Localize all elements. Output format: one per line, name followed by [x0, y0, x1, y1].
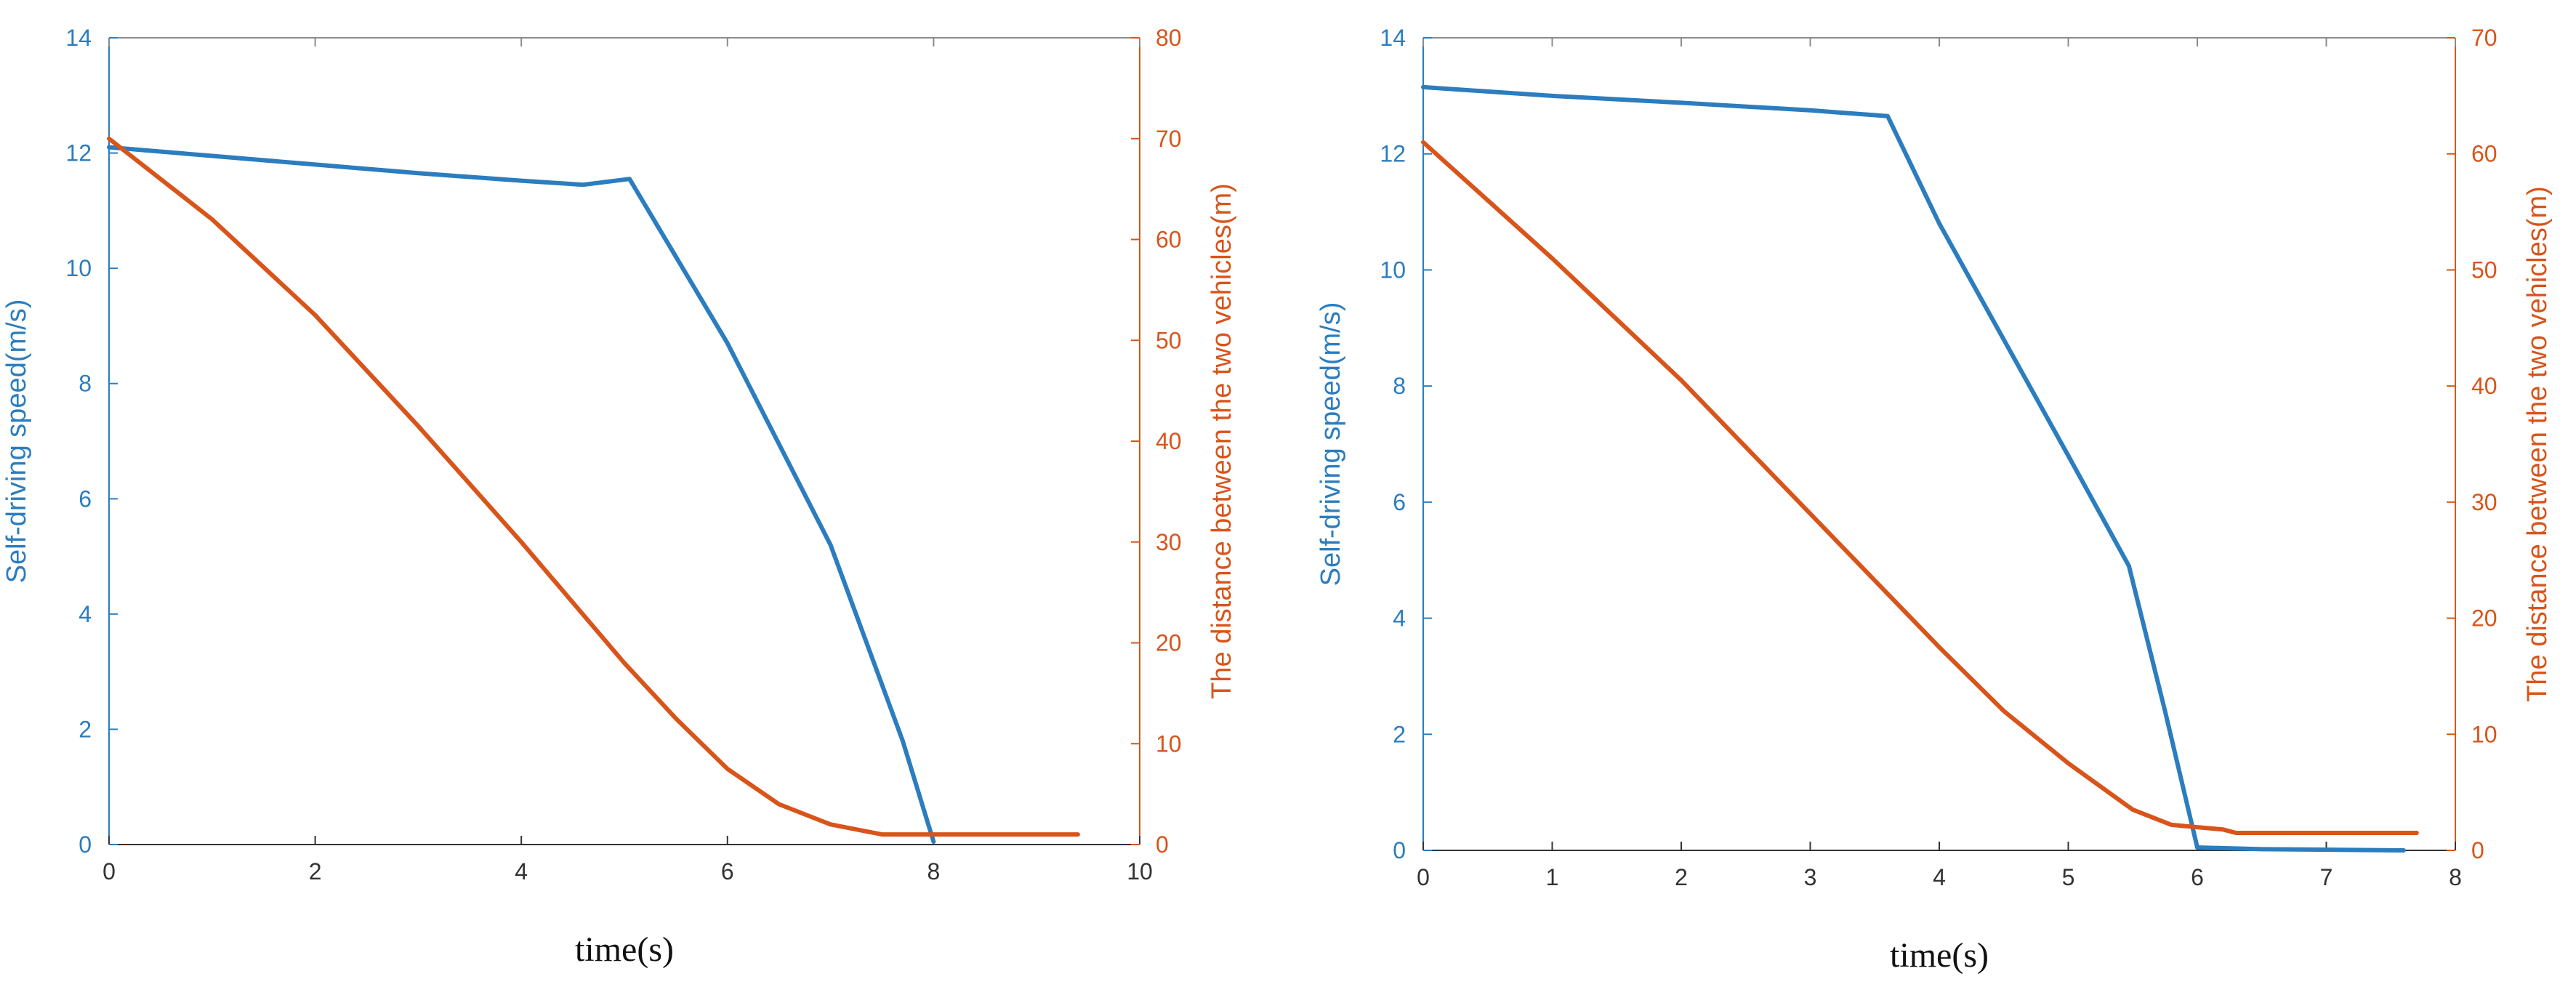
y-left-tick-label: 0 — [1393, 837, 1406, 863]
y-left-tick-label: 2 — [1393, 721, 1406, 747]
y-right-tick-label: 20 — [1156, 630, 1182, 656]
y-right-tick-label: 40 — [1156, 428, 1182, 454]
x-axis-title: time(s) — [1890, 936, 1989, 975]
y-right-tick-label: 30 — [2471, 489, 2497, 515]
x-tick-label: 0 — [102, 858, 116, 885]
y-left-tick-label: 8 — [1393, 373, 1406, 399]
y-right-tick-label: 60 — [2471, 141, 2497, 167]
x-tick-label: 1 — [1546, 864, 1559, 890]
x-tick-label: 8 — [927, 858, 941, 885]
y-right-tick-label: 70 — [2471, 25, 2497, 51]
y-left-tick-label: 6 — [1393, 489, 1406, 515]
x-axis-title: time(s) — [575, 930, 674, 969]
y-left-tick-label: 12 — [1380, 141, 1406, 167]
x-tick-label: 10 — [1127, 858, 1153, 885]
y-right-tick-label: 30 — [1156, 529, 1182, 555]
y-left-tick-label: 8 — [79, 371, 92, 397]
y-right-tick-label: 70 — [1156, 126, 1182, 152]
y-right-tick-label: 50 — [2471, 257, 2497, 283]
speed-series-line — [1421, 84, 2406, 853]
x-tick-label: 2 — [1675, 864, 1688, 890]
x-tick-label: 4 — [1933, 864, 1946, 890]
x-tick-label: 3 — [1804, 864, 1817, 890]
y-right-tick-label: 0 — [2471, 837, 2484, 863]
x-tick-label: 6 — [721, 858, 734, 885]
y-left-tick-label: 2 — [79, 716, 92, 742]
y-axis-right-title: The distance between the two vehicles(m) — [2522, 186, 2553, 702]
y-right-tick-label: 40 — [2471, 373, 2497, 399]
chart-left: 0 2 4 6 8 100246810121401020304050607080Self-… — [1, 25, 1237, 969]
y-right-tick-label: 10 — [1156, 730, 1182, 757]
y-left-tick-label: 14 — [65, 25, 92, 51]
chart-right: 0 1 2 3 4 5 6 7 802468101214010203040506070Self-… — [1316, 25, 2553, 975]
x-tick-label: 0 — [1417, 864, 1430, 890]
y-axis-left-title: Self-driving speed(m/s) — [1, 299, 32, 584]
y-left-tick-label: 14 — [1380, 25, 1406, 51]
y-right-tick-label: 60 — [1156, 227, 1182, 253]
y-left-tick-label: 12 — [65, 140, 92, 166]
x-tick-label: 4 — [515, 858, 528, 885]
y-right-tick-label: 80 — [1156, 25, 1182, 51]
x-tick-label: 7 — [2320, 864, 2333, 890]
y-left-tick-label: 10 — [1380, 257, 1406, 283]
distance-series-line — [107, 136, 1080, 837]
y-right-tick-label: 50 — [1156, 327, 1182, 353]
y-right-tick-label: 0 — [1156, 831, 1169, 858]
x-tick-label: 6 — [2191, 864, 2204, 890]
x-tick-label: 2 — [309, 858, 322, 885]
y-axis-right-title: The distance between the two vehicles(m) — [1207, 183, 1237, 699]
y-left-tick-label: 4 — [79, 601, 92, 627]
y-left-tick-label: 4 — [1393, 605, 1406, 632]
y-left-tick-label: 10 — [65, 255, 92, 281]
y-right-tick-label: 10 — [2471, 721, 2497, 747]
x-tick-label: 5 — [2062, 864, 2075, 890]
x-tick-label: 8 — [2449, 864, 2462, 890]
y-left-tick-label: 0 — [79, 831, 92, 858]
y-right-tick-label: 20 — [2471, 605, 2497, 632]
y-left-tick-label: 6 — [79, 486, 92, 512]
speed-series-line — [107, 145, 936, 844]
y-axis-left-title: Self-driving speed(m/s) — [1316, 302, 1346, 587]
distance-series-line — [1421, 140, 2419, 835]
